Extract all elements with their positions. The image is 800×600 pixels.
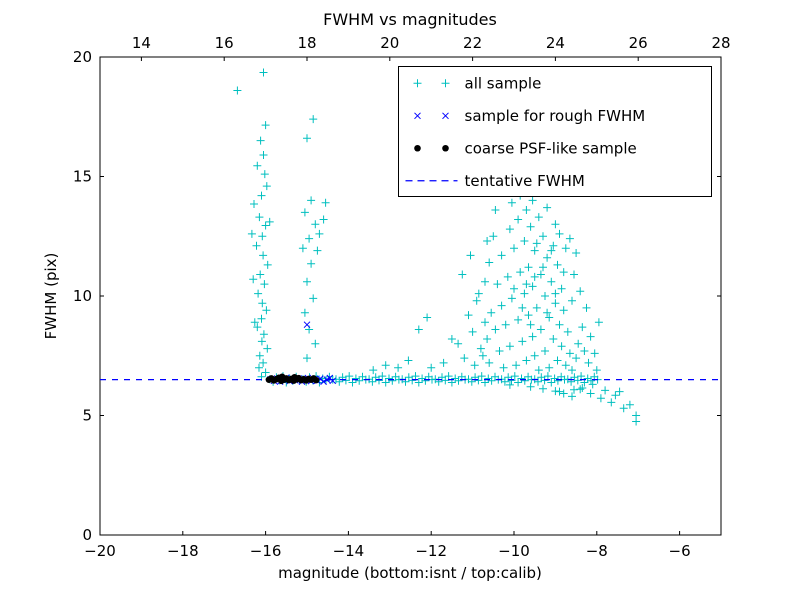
coarse-psf-point — [278, 373, 286, 381]
legend-marker-coarse-psf — [442, 144, 449, 152]
coarse-psf-point — [291, 373, 298, 381]
x-top-tick-label: 16 — [215, 34, 234, 52]
y-tick-label: 5 — [82, 407, 92, 425]
y-axis-label: FWHM (pix) — [42, 253, 60, 340]
x-top-tick-label: 14 — [132, 34, 151, 52]
tick-marks — [99, 56, 722, 536]
x-top-tick-label: 18 — [297, 34, 316, 52]
x-bottom-tick-label: −16 — [250, 542, 282, 560]
x-top-tick-label: 24 — [546, 34, 565, 52]
x-bottom-tick-label: −14 — [333, 542, 365, 560]
legend-marker-coarse-psf — [414, 144, 421, 152]
chart-title: FWHM vs magnitudes — [323, 10, 497, 29]
x-bottom-tick-label: −8 — [586, 542, 608, 560]
x-bottom-tick-label: −18 — [167, 542, 199, 560]
x-top-tick-label: 28 — [711, 34, 730, 52]
coarse-psf-point — [312, 376, 320, 384]
y-tick-label: 15 — [73, 168, 92, 186]
x-bottom-tick-label: −6 — [669, 542, 691, 560]
tick-labels: −20 −18 −16 −14 −12 −10 −8 −6 14 16 18 20 22 24 26 28 0 5… — [73, 34, 731, 560]
legend-marker-all-sample — [413, 79, 450, 88]
x-bottom-tick-label: −12 — [415, 542, 447, 560]
x-top-tick-label: 26 — [629, 34, 648, 52]
x-top-tick-label: 20 — [380, 34, 399, 52]
y-tick-label: 0 — [82, 526, 92, 544]
x-bottom-tick-label: −20 — [84, 542, 116, 560]
legend-box — [398, 66, 712, 197]
x-bottom-tick-label: −10 — [498, 542, 530, 560]
y-tick-label: 20 — [73, 48, 92, 66]
x-axis-label: magnitude (bottom:isnt / top:calib) — [278, 564, 542, 582]
legend: all sample sample for rough FWHM coarse PS… — [398, 66, 712, 197]
series-all-sample-markers — [233, 68, 641, 426]
x-top-tick-label: 22 — [463, 34, 482, 52]
series-coarse-psf — [265, 373, 320, 385]
legend-label: all sample — [465, 74, 542, 92]
y-tick-label: 10 — [73, 287, 92, 305]
legend-label: sample for rough FWHM — [465, 107, 646, 125]
legend-marker-rough-fwhm — [414, 112, 449, 120]
plot-area: −20 −18 −16 −14 −12 −10 −8 −6 14 16 18 20 22 24 26 28 0 5… — [73, 34, 731, 560]
series-all-sample — [233, 68, 641, 426]
legend-label: tentative FWHM — [465, 172, 585, 190]
legend-label: coarse PSF-like sample — [465, 139, 637, 157]
